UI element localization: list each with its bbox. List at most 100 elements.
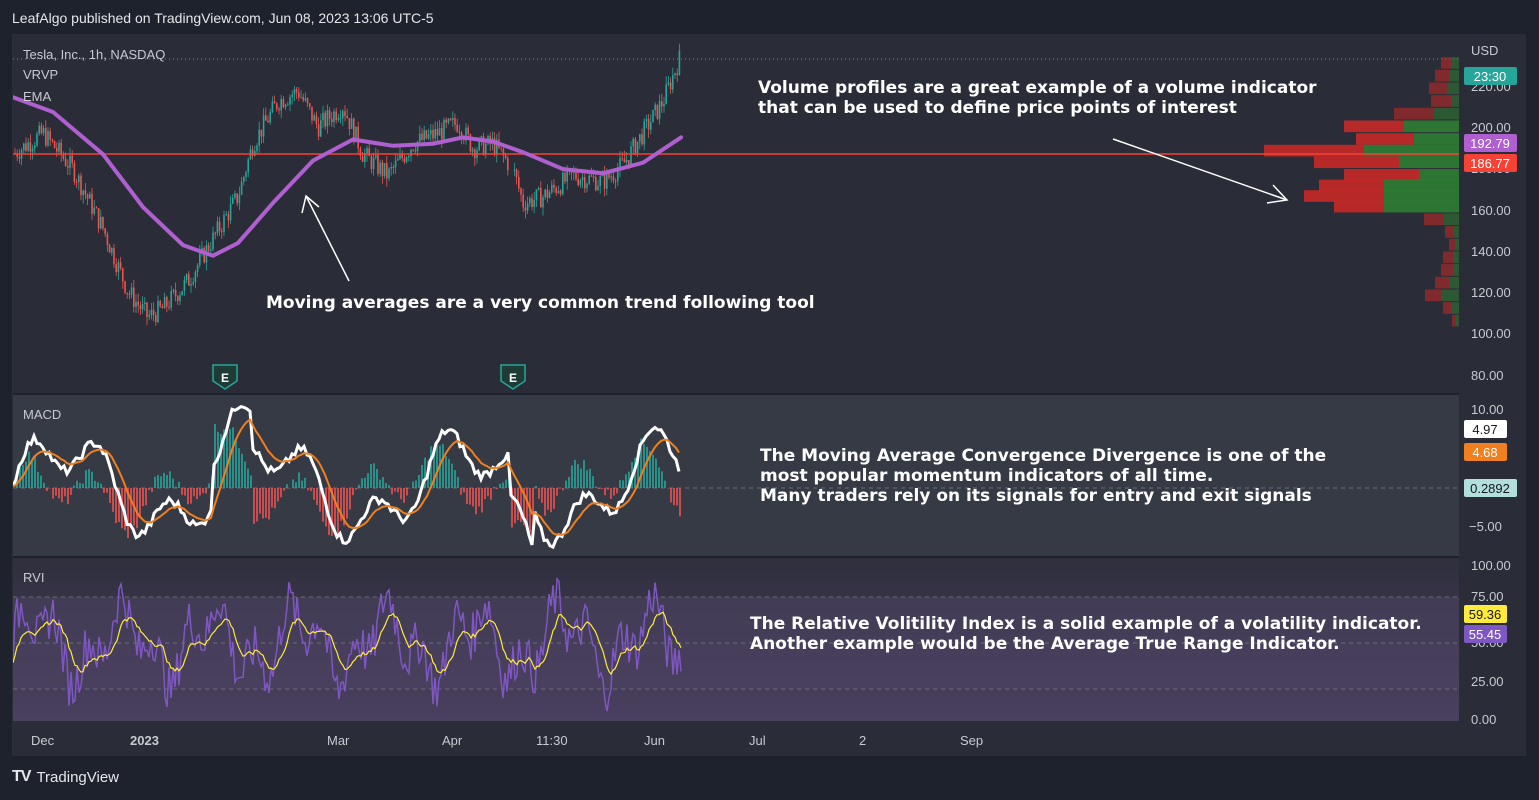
vp-bar-up [1434, 107, 1459, 120]
macd-bar [580, 468, 582, 488]
candle-body [84, 190, 87, 195]
candle-body [293, 89, 296, 95]
candle-body [432, 130, 434, 139]
candle-body [67, 165, 69, 168]
macd-bar [202, 488, 204, 494]
chart-frame[interactable]: Tesla, Inc., 1h, NASDAQ VRVP EMA MACD RV… [12, 34, 1526, 756]
rvi-legend[interactable]: RVI [23, 570, 44, 585]
candle-body [47, 131, 49, 146]
macd-bar [541, 488, 543, 503]
macd-bar [367, 472, 369, 488]
macd-bar [442, 444, 444, 488]
macd-bar [28, 451, 30, 488]
macd-bar [250, 475, 252, 488]
candle-body [177, 296, 179, 302]
candle-body [130, 287, 133, 295]
candle-body [326, 110, 329, 127]
candle-body [199, 252, 201, 265]
candle-body [350, 118, 353, 129]
macd-bar [97, 482, 99, 488]
ma-annotation: Moving averages are a very common trend … [266, 293, 815, 313]
macd-bar [472, 488, 474, 507]
time-axis[interactable] [13, 723, 1459, 755]
macd-legend[interactable]: MACD [23, 407, 61, 422]
candle-body [280, 99, 282, 111]
macd-bar [91, 471, 93, 488]
candle-body [663, 103, 665, 107]
vp-bar-down [1452, 314, 1456, 327]
candle-body [370, 156, 373, 170]
macd-bar [253, 488, 255, 524]
candle-body [639, 134, 641, 142]
macd-bar [307, 488, 309, 491]
price-tick: 200.00 [1471, 120, 1511, 135]
macd-bar [157, 474, 159, 488]
candle-body [535, 189, 538, 200]
candle-body [529, 198, 531, 204]
candle-body [368, 148, 370, 157]
macd-bar [82, 483, 84, 488]
macd-bar [598, 488, 600, 489]
candle-body [234, 193, 236, 198]
macd-bar [586, 470, 588, 488]
vp-bar-down [1445, 226, 1453, 238]
macd-bar [298, 472, 300, 488]
macd-annotation-line2: most popular momentum indicators of all … [760, 466, 1213, 486]
earnings-marker[interactable]: E [500, 364, 526, 390]
macd-bar [328, 488, 330, 536]
macd-bar [271, 488, 273, 508]
candle-body [146, 302, 148, 317]
rvi-ma-badge: 55.45 [1464, 625, 1507, 643]
candle-body [133, 287, 135, 307]
candle-body [25, 143, 27, 151]
vp-bar-down [1344, 120, 1404, 133]
macd-bar [520, 488, 522, 523]
macd-bar [244, 461, 246, 488]
macd-bar [373, 463, 375, 488]
macd-bar [280, 488, 282, 498]
candle-body [324, 112, 326, 127]
candle-body [304, 98, 307, 101]
macd-bar [163, 472, 165, 488]
vrvp-legend[interactable]: VRVP [23, 67, 58, 82]
macd-annotation-line1: The Moving Average Convergence Divergenc… [760, 446, 1326, 466]
main-pane[interactable] [13, 35, 1459, 393]
candle-body [302, 97, 304, 101]
candle-body [49, 131, 51, 140]
symbol-legend[interactable]: Tesla, Inc., 1h, NASDAQ [23, 47, 165, 62]
candle-body [210, 249, 212, 251]
macd-bar [187, 488, 189, 505]
candle-body [276, 103, 278, 109]
candle-body [381, 162, 384, 176]
candle-body [676, 73, 678, 76]
macd-bar [85, 470, 87, 488]
candle-body [405, 157, 408, 163]
macd-bar [181, 488, 183, 495]
candle-body [91, 193, 93, 214]
signal-line [13, 418, 680, 536]
earnings-marker[interactable]: E [212, 364, 238, 390]
volume-profile [1264, 57, 1459, 327]
tradingview-footer[interactable]: TV TradingView [12, 768, 119, 786]
macd-bar [454, 470, 456, 488]
candle-body [359, 148, 362, 157]
macd-pane[interactable] [13, 395, 1459, 556]
candle-body [139, 305, 142, 310]
candle-body [16, 153, 18, 157]
candle-body [339, 118, 342, 120]
candle-body [212, 232, 214, 250]
candle-body [672, 75, 674, 90]
macd-bar [43, 482, 45, 488]
chart-svg[interactable]: Tesla, Inc., 1h, NASDAQ VRVP EMA MACD RV… [13, 35, 1525, 755]
macd-bar [139, 488, 141, 519]
macd-bar [607, 488, 609, 490]
vp-bar-down [1314, 156, 1399, 169]
macd-bar [358, 484, 360, 488]
macd-bar [247, 468, 249, 488]
macd-bar [337, 488, 339, 535]
ema-legend[interactable]: EMA [23, 89, 52, 104]
candle-body [412, 149, 414, 151]
macd-bar [424, 457, 426, 488]
macd-bar [430, 446, 432, 488]
vp-bar-down [1449, 238, 1455, 251]
